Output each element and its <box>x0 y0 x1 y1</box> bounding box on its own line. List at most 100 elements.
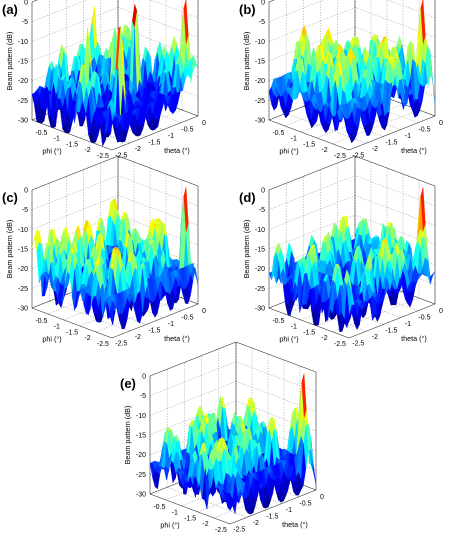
z-tick-label: -10 <box>18 227 28 234</box>
z-tick-label: 0 <box>24 0 28 7</box>
z-tick-label: -30 <box>255 306 265 313</box>
surface <box>268 187 436 332</box>
z-tick-label: 0 <box>261 188 265 195</box>
z-tick-label: -5 <box>259 207 265 214</box>
box-edge <box>31 119 113 151</box>
theta-tick-label: -1.5 <box>385 328 397 335</box>
z-tick-label: -20 <box>255 266 265 273</box>
z-ticks: 0-5-10-15-20-25-30-0.5-1-1.5-2-2.50-0.5-… <box>18 0 206 160</box>
z-axis-label: Beam pattern (dB) <box>242 32 251 91</box>
z-tick-label: -30 <box>255 118 265 125</box>
z-tick-label: -30 <box>18 118 28 125</box>
panel-b-chart: 0-5-10-15-20-25-30-0.5-1-1.5-2-2.50-0.5-… <box>239 0 443 160</box>
theta-tick-label: -2 <box>372 146 378 153</box>
box-edge <box>348 303 436 339</box>
phi-tick-label: -2.5 <box>334 341 346 348</box>
gridline <box>167 487 248 518</box>
gridline <box>268 0 325 22</box>
z-tick-label: 0 <box>24 188 28 195</box>
theta-tick-label: 0 <box>439 120 443 127</box>
z-tick-label: -5 <box>22 207 28 214</box>
theta-tick-label: -1.5 <box>385 140 397 147</box>
z-axis-label: Beam pattern (dB) <box>5 220 14 279</box>
box-edge <box>111 115 199 151</box>
theta-axis-label: theta (°) <box>401 146 427 155</box>
gridline <box>31 26 119 62</box>
theta-tick-label: -2 <box>135 146 141 153</box>
panel-label: (c) <box>2 190 18 205</box>
z-tick-label: -15 <box>18 247 28 254</box>
theta-tick-label: -2.5 <box>352 153 364 160</box>
theta-tick-label: -1.5 <box>148 140 160 147</box>
phi-tick-label: -0.5 <box>272 318 284 325</box>
surface-cell <box>346 269 352 289</box>
phi-tick-label: -1.5 <box>66 329 78 336</box>
theta-tick-label: -1 <box>168 321 174 328</box>
theta-axis-label: theta (°) <box>164 334 190 343</box>
gridline <box>66 294 147 325</box>
phi-tick-label: -1.5 <box>303 329 315 336</box>
z-tick-label: -5 <box>22 19 28 26</box>
z-tick-label: -30 <box>18 306 28 313</box>
phi-tick-label: -2.5 <box>334 153 346 160</box>
surface-cell <box>109 300 115 323</box>
theta-tick-label: -1 <box>405 321 411 328</box>
phi-axis-label: phi (°) <box>42 147 61 156</box>
theta-tick-label: -0.5 <box>418 315 430 322</box>
theta-tick-label: -2.5 <box>115 341 127 348</box>
surface <box>31 187 199 330</box>
theta-tick-label: -0.5 <box>181 315 193 322</box>
panel-c-chart: 0-5-10-15-20-25-30-0.5-1-1.5-2-2.50-0.5-… <box>2 155 206 348</box>
surface-cell <box>109 98 115 115</box>
panel-label: (a) <box>2 2 18 17</box>
z-tick-label: -15 <box>18 59 28 66</box>
z-tick-label: -20 <box>18 78 28 85</box>
theta-tick-label: 0 <box>202 308 206 315</box>
theta-tick-label: -2 <box>372 334 378 341</box>
panel-label: (b) <box>239 2 256 17</box>
theta-tick-label: -1 <box>405 133 411 140</box>
theta-axis-label: theta (°) <box>164 146 190 155</box>
box-edge <box>268 307 350 339</box>
panel-a-chart: 0-5-10-15-20-25-30-0.5-1-1.5-2-2.50-0.5-… <box>2 0 206 160</box>
z-tick-label: -15 <box>255 247 265 254</box>
phi-tick-label: -2 <box>84 335 90 342</box>
phi-tick-label: -1 <box>54 136 60 143</box>
phi-tick-label: -0.5 <box>272 130 284 137</box>
z-tick-label: -25 <box>255 286 265 293</box>
phi-tick-label: -1.5 <box>66 141 78 148</box>
gridline <box>49 301 130 332</box>
theta-tick-label: -0.5 <box>418 127 430 134</box>
phi-tick-label: -1 <box>54 324 60 331</box>
box-edge <box>31 0 38 3</box>
box-edge <box>31 155 119 191</box>
theta-tick-label: -2.5 <box>352 341 364 348</box>
z-tick-label: -20 <box>18 266 28 273</box>
theta-tick-label: 0 <box>439 308 443 315</box>
gridline <box>149 381 237 416</box>
phi-tick-label: -1 <box>291 324 297 331</box>
gridline <box>31 175 119 210</box>
theta-tick-label: 0 <box>202 120 206 127</box>
gridline <box>31 195 119 230</box>
phi-tick-label: -2 <box>321 147 327 154</box>
surface <box>149 373 317 515</box>
z-tick-label: 0 <box>261 0 265 7</box>
phi-tick-label: -0.5 <box>35 318 47 325</box>
gridline <box>268 0 275 3</box>
box-edge <box>149 493 231 525</box>
panel-e-chart: 0-5-10-15-20-25-30-0.5-1-1.5-2-2.50-0.5-… <box>120 341 324 534</box>
phi-tick-label: -2.5 <box>97 341 109 348</box>
theta-tick-label: -2.5 <box>115 153 127 160</box>
theta-tick-label: -0.5 <box>181 127 193 134</box>
gridline <box>31 214 119 250</box>
gridline <box>149 400 237 436</box>
gridline <box>31 7 119 42</box>
gridline <box>268 175 356 210</box>
phi-axis-label: phi (°) <box>42 335 61 344</box>
phi-tick-label: -1.5 <box>303 141 315 148</box>
z-ticks: 0-5-10-15-20-25-30-0.5-1-1.5-2-2.50-0.5-… <box>255 0 443 160</box>
box-edge <box>149 341 237 377</box>
gridline <box>268 195 356 230</box>
gridline <box>31 0 38 3</box>
